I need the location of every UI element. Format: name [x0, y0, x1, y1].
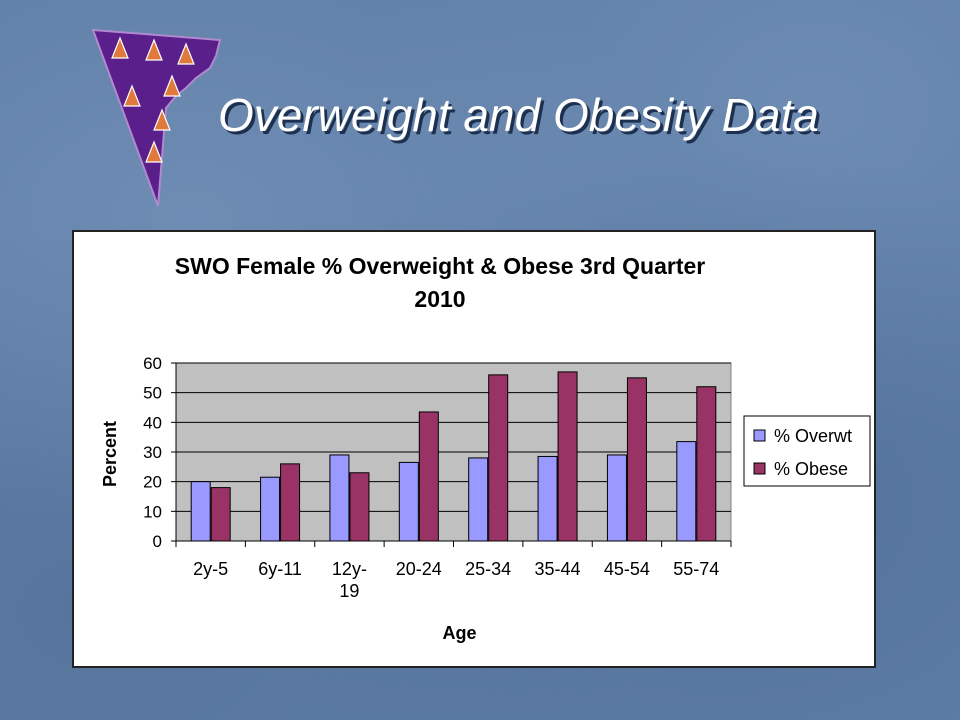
bar-obese-3: [418, 411, 439, 542]
bar-obese-1: [280, 463, 301, 542]
y-axis-label: Percent: [100, 421, 120, 487]
bar-chart: SWO Female % Overweight & Obese 3rd Quar…: [100, 253, 871, 643]
x-tick-label: 6y-11: [258, 559, 302, 579]
legend: % Overwt % Obese: [743, 415, 871, 487]
y-tick-label: 30: [143, 443, 162, 462]
legend-swatch: [753, 429, 766, 442]
x-tick-label: 35-44: [535, 559, 581, 579]
x-tick-label: 20-24: [396, 559, 442, 579]
chart-title: SWO Female % Overweight & Obese 3rd Quar…: [175, 253, 705, 312]
x-tick-label: 19: [339, 581, 359, 601]
bars: [190, 371, 717, 542]
bar-obese-7: [696, 386, 717, 542]
x-tick-label: 55-74: [673, 559, 719, 579]
bar-overwt-0: [190, 481, 211, 542]
bar-obese-6: [626, 377, 647, 542]
y-tick-label: 20: [143, 473, 162, 492]
y-tick-label: 10: [143, 502, 162, 521]
bar-overwt-7: [676, 441, 697, 542]
bar-overwt-6: [606, 454, 627, 542]
teepee-icons: [111, 36, 195, 163]
bar-obese-4: [488, 374, 509, 542]
bar-obese-2: [349, 472, 370, 542]
legend-label: % Obese: [774, 459, 848, 479]
slide-title: Overweight and Obesity Data: [218, 89, 819, 141]
chart-title-line: 2010: [414, 286, 465, 312]
y-axis-ticks: 0 10 20 30 40 50 60: [143, 354, 177, 551]
bar-overwt-5: [537, 455, 558, 542]
x-tick-label: 25-34: [465, 559, 511, 579]
bar-obese-0: [210, 487, 231, 542]
x-tick-label: 12y-: [332, 559, 367, 579]
x-axis-label: Age: [442, 623, 476, 643]
chart-panel: SWO Female % Overweight & Obese 3rd Quar…: [72, 230, 876, 668]
x-axis-ticks: 2y-5 6y-11 12y-19 20-24 25-34 35-44 45-54 55-74: [175, 540, 732, 601]
bar-overwt-4: [468, 457, 489, 542]
bar-overwt-3: [398, 461, 419, 542]
x-tick-label: 2y-5: [193, 559, 228, 579]
bar-obese-5: [557, 371, 578, 542]
bar-overwt-1: [260, 476, 281, 542]
tribal-logo: [91, 28, 222, 207]
x-tick-label: 45-54: [604, 559, 650, 579]
bar-overwt-2: [329, 454, 350, 542]
y-tick-label: 60: [143, 354, 162, 373]
y-tick-label: 0: [153, 532, 162, 551]
y-tick-label: 50: [143, 384, 162, 403]
legend-swatch: [753, 462, 766, 475]
legend-label: % Overwt: [774, 426, 852, 446]
y-tick-label: 40: [143, 413, 162, 432]
chart-title-line: SWO Female % Overweight & Obese 3rd Quar…: [175, 253, 705, 279]
